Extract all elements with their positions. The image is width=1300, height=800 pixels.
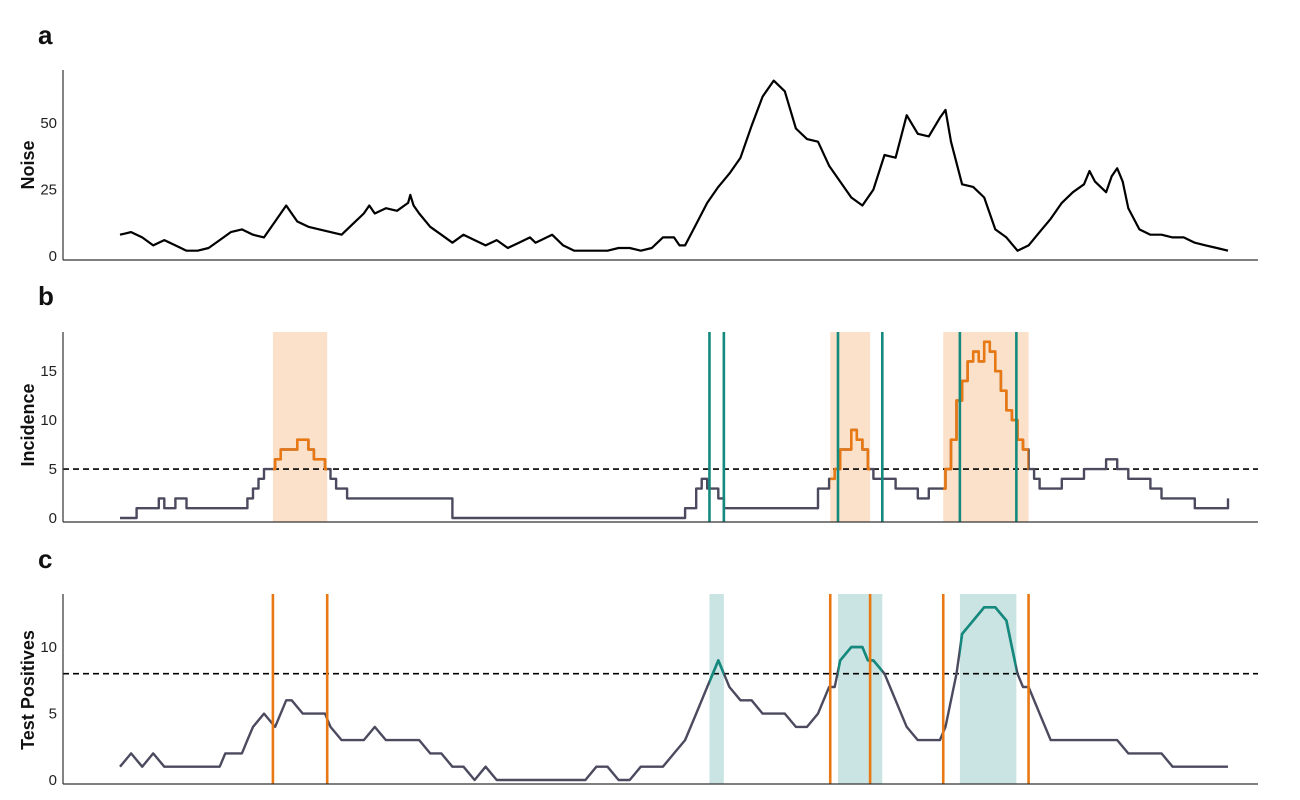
y-tick-label: 10 bbox=[40, 639, 57, 656]
panel-letter-c: c bbox=[38, 544, 52, 574]
panel-letter-b: b bbox=[38, 281, 54, 311]
highlight-span bbox=[837, 594, 883, 784]
series-line bbox=[119, 79, 1229, 252]
highlight-span bbox=[830, 332, 871, 522]
y-tick-label: 0 bbox=[49, 772, 57, 789]
y-tick-label: 25 bbox=[40, 182, 57, 199]
series-line-highlight bbox=[272, 340, 1029, 520]
panel-a: a Noise bbox=[18, 20, 53, 190]
series-line bbox=[119, 606, 1228, 782]
plot-layer: 0 25 50 0 5 10 15 0 5 10 bbox=[40, 70, 1258, 789]
y-axis-label-incidence: Incidence bbox=[18, 383, 38, 466]
y-tick-label: 15 bbox=[40, 363, 57, 380]
y-axis-label-test-positives: Test Positives bbox=[18, 630, 38, 750]
panel-c-plot: 0 5 10 bbox=[40, 594, 1258, 789]
panel-a-plot: 0 25 50 bbox=[40, 70, 1258, 265]
highlight-span bbox=[709, 594, 724, 784]
panel-c: c Test Positives bbox=[18, 544, 52, 750]
y-tick-label: 5 bbox=[49, 706, 57, 723]
y-tick-label: 0 bbox=[49, 248, 57, 265]
y-tick-label: 10 bbox=[40, 412, 57, 429]
y-tick-label: 0 bbox=[49, 510, 57, 527]
panel-b: b Incidence bbox=[18, 281, 54, 467]
panel-b-plot: 0 5 10 15 bbox=[40, 332, 1258, 527]
y-tick-label: 5 bbox=[49, 461, 57, 478]
y-axis-label-noise: Noise bbox=[18, 140, 38, 189]
panel-letter-a: a bbox=[38, 20, 53, 50]
y-tick-label: 50 bbox=[40, 115, 57, 132]
series-line-highlight bbox=[709, 606, 1017, 782]
highlight-span bbox=[272, 332, 328, 522]
